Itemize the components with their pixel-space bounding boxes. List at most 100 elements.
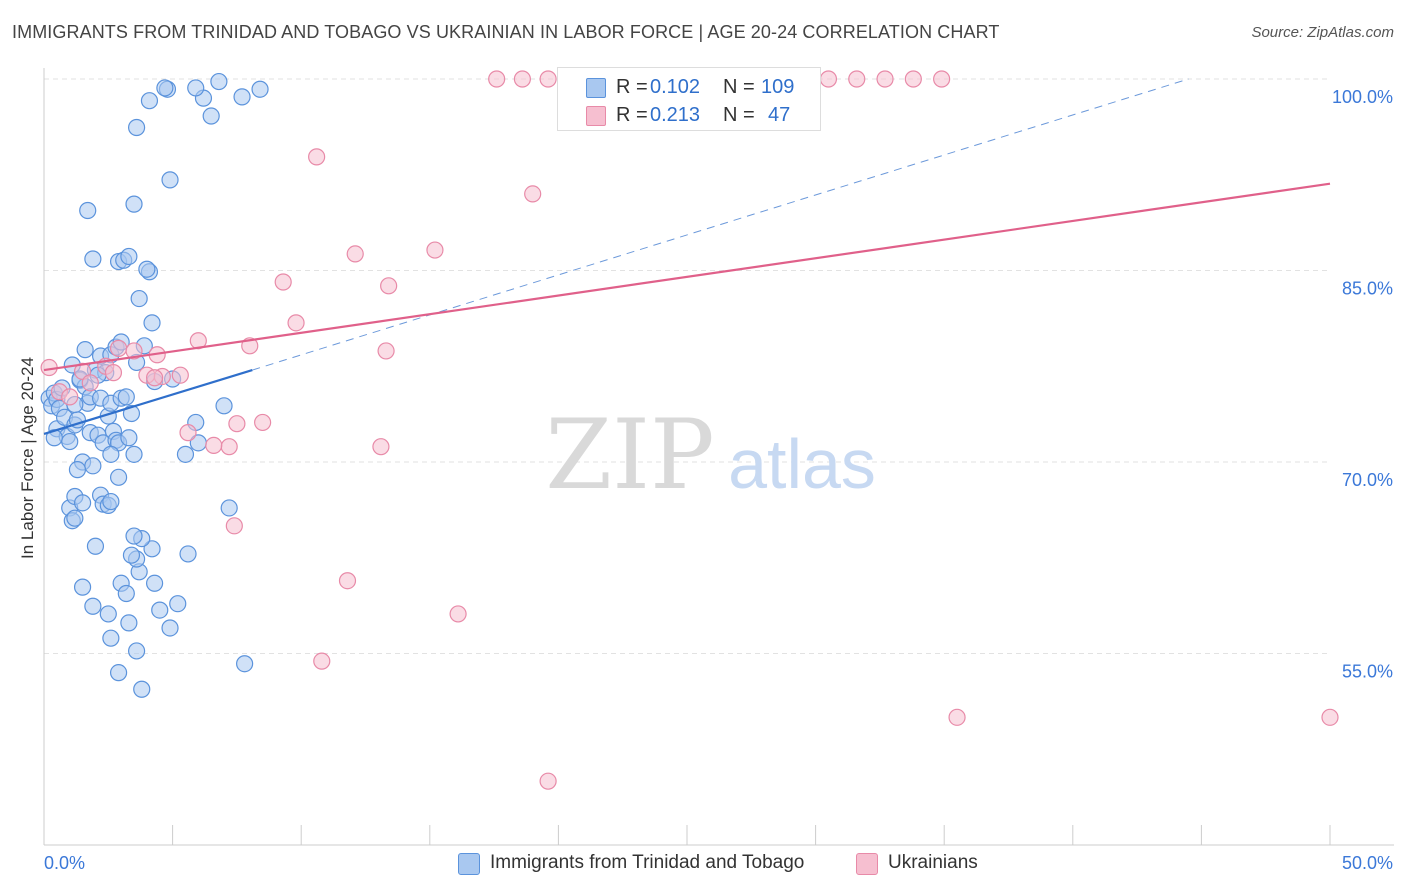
n-label: N = bbox=[723, 104, 755, 126]
y-tick-label: 70.0% bbox=[1342, 470, 1393, 490]
data-point-pink bbox=[346, 245, 364, 263]
data-point-pink bbox=[819, 70, 838, 88]
data-point-blue bbox=[127, 118, 146, 137]
stats-row-pink: R = 0.213 N = 47 bbox=[558, 100, 820, 130]
data-point-blue bbox=[102, 492, 120, 511]
data-point-blue bbox=[143, 314, 161, 332]
data-point-pink bbox=[372, 438, 390, 456]
data-point-blue bbox=[161, 171, 179, 189]
data-point-blue bbox=[120, 429, 138, 447]
data-point-pink bbox=[449, 605, 467, 623]
stats-box: R = 0.102 N = 109 R = 0.213 N = 47 bbox=[557, 67, 821, 131]
data-point-pink bbox=[933, 70, 951, 88]
data-point-blue bbox=[125, 445, 143, 463]
data-point-blue bbox=[145, 574, 164, 592]
data-point-pink bbox=[338, 572, 357, 590]
data-point-pink bbox=[287, 314, 305, 332]
stats-swatch-pink bbox=[586, 106, 606, 126]
data-point-blue bbox=[202, 107, 220, 125]
data-point-pink bbox=[205, 436, 223, 455]
data-point-blue bbox=[84, 457, 102, 475]
data-point-blue bbox=[66, 509, 84, 527]
data-point-blue bbox=[176, 445, 195, 463]
watermark-atlas: atlas bbox=[728, 425, 876, 503]
data-point-pink bbox=[876, 70, 894, 88]
r-value: 0.213 bbox=[650, 104, 701, 126]
data-point-blue bbox=[117, 388, 135, 406]
data-point-pink bbox=[171, 366, 189, 384]
data-point-blue bbox=[220, 499, 238, 517]
data-point-blue bbox=[120, 247, 138, 266]
data-point-blue bbox=[86, 537, 105, 555]
data-point-pink bbox=[539, 772, 557, 790]
data-point-pink bbox=[109, 339, 128, 357]
data-point-blue bbox=[130, 289, 148, 308]
data-point-blue bbox=[109, 664, 128, 682]
x-tick-label: 0.0% bbox=[44, 853, 85, 873]
data-point-blue bbox=[84, 250, 102, 268]
data-point-pink bbox=[539, 70, 557, 88]
data-point-pink bbox=[220, 438, 238, 456]
data-point-blue bbox=[68, 461, 87, 479]
gridlines bbox=[44, 78, 1330, 654]
watermark: ZIP atlas bbox=[545, 399, 876, 511]
stats-row-blue: R = 0.102 N = 109 bbox=[558, 72, 820, 102]
data-point-blue bbox=[156, 79, 174, 97]
trend-line-pink bbox=[43, 182, 1331, 372]
data-point-blue bbox=[140, 92, 159, 110]
data-point-blue bbox=[236, 655, 254, 673]
legend-swatch-blue bbox=[458, 853, 480, 875]
stats-swatch-blue bbox=[586, 78, 606, 98]
data-point-blue bbox=[125, 195, 143, 213]
data-point-blue bbox=[73, 578, 92, 596]
y-tick-label: 85.0% bbox=[1342, 279, 1393, 299]
data-point-blue bbox=[84, 597, 102, 615]
data-point-pink bbox=[513, 70, 531, 88]
watermark-zip: ZIP bbox=[545, 399, 714, 511]
data-point-pink bbox=[308, 148, 326, 166]
data-point-blue bbox=[143, 540, 161, 558]
r-value: 0.102 bbox=[650, 76, 701, 98]
data-point-pink bbox=[488, 70, 506, 88]
legend-swatch-pink bbox=[856, 853, 878, 875]
n-value: 109 bbox=[761, 76, 795, 98]
trend-line-blue-extension bbox=[252, 78, 1189, 371]
data-point-blue bbox=[179, 545, 197, 563]
data-point-blue bbox=[161, 619, 179, 637]
r-label: R = bbox=[616, 76, 648, 98]
legend-label: Immigrants from Trinidad and Tobago bbox=[490, 852, 805, 873]
data-point-blue bbox=[187, 79, 205, 97]
n-label: N = bbox=[723, 76, 755, 98]
n-value: 47 bbox=[768, 104, 791, 126]
data-point-blue bbox=[102, 629, 120, 647]
data-point-blue bbox=[151, 601, 169, 619]
legend-label: Ukrainians bbox=[888, 852, 978, 873]
data-point-blue bbox=[76, 341, 94, 359]
data-point-blue bbox=[109, 468, 128, 486]
data-point-pink bbox=[377, 342, 395, 360]
data-point-pink bbox=[274, 273, 292, 291]
data-point-pink bbox=[254, 413, 272, 432]
data-point-pink bbox=[125, 342, 143, 360]
data-point-blue bbox=[127, 642, 146, 660]
data-point-pink bbox=[145, 369, 164, 387]
x-tick-label: 50.0% bbox=[1342, 853, 1393, 873]
trend-lines bbox=[43, 78, 1331, 435]
data-point-blue bbox=[215, 397, 233, 415]
data-point-blue bbox=[61, 432, 79, 451]
data-point-blue bbox=[133, 680, 151, 698]
axes bbox=[43, 68, 1394, 846]
trend-line-blue bbox=[43, 369, 253, 435]
data-point-blue bbox=[138, 260, 156, 278]
y-tick-label: 100.0% bbox=[1332, 87, 1393, 107]
data-point-pink bbox=[904, 70, 922, 88]
data-point-pink bbox=[61, 388, 79, 406]
data-point-blue bbox=[99, 605, 117, 623]
y-tick-label: 55.0% bbox=[1342, 662, 1393, 682]
chart-title: IMMIGRANTS FROM TRINIDAD AND TOBAGO VS U… bbox=[12, 22, 1000, 42]
data-point-pink bbox=[81, 374, 99, 392]
data-point-pink bbox=[179, 424, 197, 442]
data-point-pink bbox=[426, 241, 444, 259]
data-point-blue bbox=[125, 527, 143, 545]
